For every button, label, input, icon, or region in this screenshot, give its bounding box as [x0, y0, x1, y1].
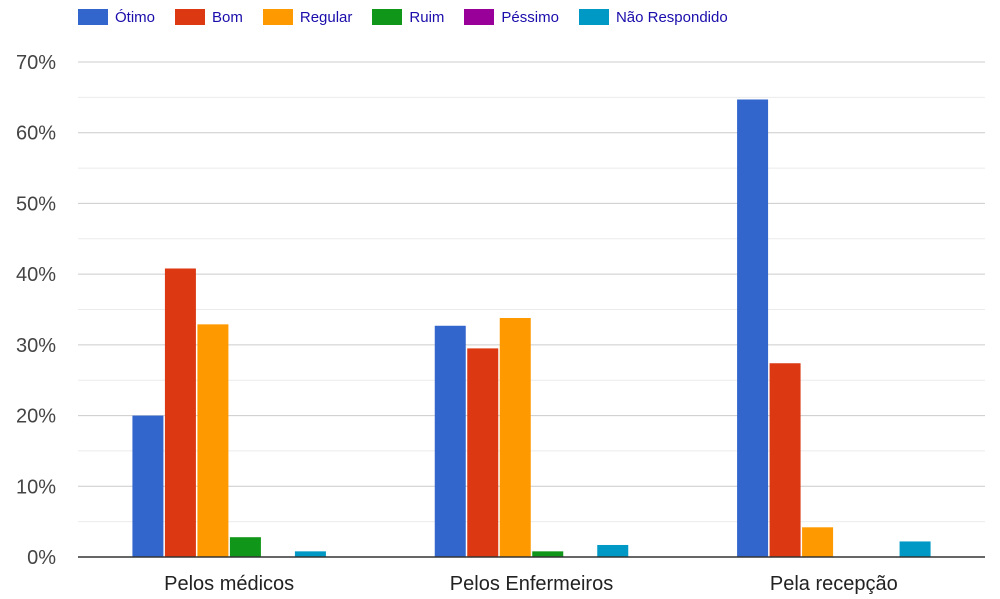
legend-label: Ótimo [115, 8, 156, 26]
bar [229, 537, 261, 557]
x-axis-categories: Pelos médicos Pelos Enfermeiros Pela recep… [164, 573, 898, 595]
bar [164, 268, 196, 557]
y-tick-label: 70% [16, 52, 56, 74]
bar [197, 324, 229, 557]
legend-label: Não Respondido [615, 8, 728, 26]
bar [737, 99, 769, 557]
bar [434, 325, 466, 557]
gridlines [78, 61, 985, 523]
legend-label: Bom [212, 8, 243, 26]
bar [769, 363, 801, 557]
legend-label: Ruim [409, 8, 445, 26]
legend-item-otimo[interactable]: Ótimo [78, 9, 155, 26]
legend-item-pessimo[interactable]: Péssimo [464, 9, 559, 26]
y-tick-label: 50% [16, 193, 56, 215]
y-axis-ticks: 0% 10% 20% 30% 40% 50% 60% 70% [16, 52, 56, 569]
y-tick-label: 20% [16, 406, 56, 428]
x-category-label: Pela recepção [770, 573, 898, 595]
x-category-label: Pelos Enfermeiros [450, 573, 613, 595]
legend-item-nao-respondido[interactable]: Não Respondido [578, 8, 728, 26]
legend-swatch [464, 9, 495, 25]
y-tick-label: 60% [16, 123, 56, 145]
bar [532, 551, 564, 557]
y-tick-label: 40% [16, 264, 56, 286]
legend-swatch [262, 9, 293, 25]
legend-label: Regular [299, 8, 353, 26]
x-category-label: Pelos médicos [164, 573, 294, 595]
bar [132, 415, 164, 557]
bar [597, 544, 629, 557]
bars [132, 99, 931, 557]
bar [499, 317, 531, 557]
bar [802, 527, 834, 557]
legend: Ótimo Bom Regular Ruim Péssimo Não Respo… [78, 6, 748, 28]
bar [294, 551, 326, 557]
legend-item-bom[interactable]: Bom [175, 9, 243, 26]
legend-swatch [175, 9, 206, 25]
legend-label: Péssimo [501, 8, 559, 26]
y-tick-label: 0% [27, 547, 56, 569]
legend-swatch [578, 9, 609, 25]
legend-swatch [372, 9, 403, 25]
y-tick-label: 10% [16, 476, 56, 498]
y-tick-label: 30% [16, 335, 56, 357]
legend-item-ruim[interactable]: Ruim [372, 9, 444, 26]
bar [467, 348, 499, 557]
legend-swatch [78, 9, 108, 25]
legend-item-regular[interactable]: Regular [262, 8, 353, 26]
bar [899, 541, 931, 557]
